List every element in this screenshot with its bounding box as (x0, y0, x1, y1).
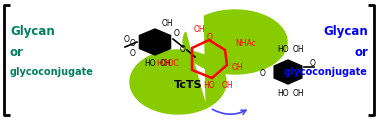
Text: OH: OH (159, 60, 171, 69)
FancyArrowPatch shape (212, 109, 246, 114)
Text: HO: HO (203, 81, 215, 90)
Text: Glycan: Glycan (10, 26, 55, 39)
Polygon shape (130, 10, 287, 114)
Polygon shape (274, 60, 302, 84)
Text: OH: OH (161, 19, 173, 29)
Text: O: O (124, 35, 130, 44)
Text: HOOC: HOOC (156, 59, 179, 67)
Polygon shape (139, 29, 170, 55)
Text: OH: OH (193, 26, 205, 35)
Text: O: O (130, 49, 136, 59)
Text: TcTS: TcTS (174, 80, 202, 90)
Text: glycoconjugate: glycoconjugate (284, 67, 368, 77)
Text: HO: HO (277, 90, 289, 99)
Text: or: or (354, 45, 368, 59)
Text: O: O (310, 60, 316, 69)
Text: O: O (174, 30, 180, 39)
Text: O: O (260, 69, 266, 78)
Text: OH: OH (292, 90, 304, 99)
Text: O: O (207, 33, 213, 42)
Text: O: O (130, 39, 136, 48)
Text: HO: HO (277, 45, 289, 54)
Text: O: O (180, 45, 186, 54)
Text: NHAc: NHAc (235, 39, 256, 48)
Text: OH: OH (232, 63, 244, 72)
Text: Glycan: Glycan (323, 26, 368, 39)
Text: OH: OH (222, 81, 234, 90)
Text: glycoconjugate: glycoconjugate (10, 67, 94, 77)
Text: OH: OH (292, 45, 304, 54)
Text: or: or (10, 45, 24, 59)
Text: HO: HO (144, 60, 156, 69)
